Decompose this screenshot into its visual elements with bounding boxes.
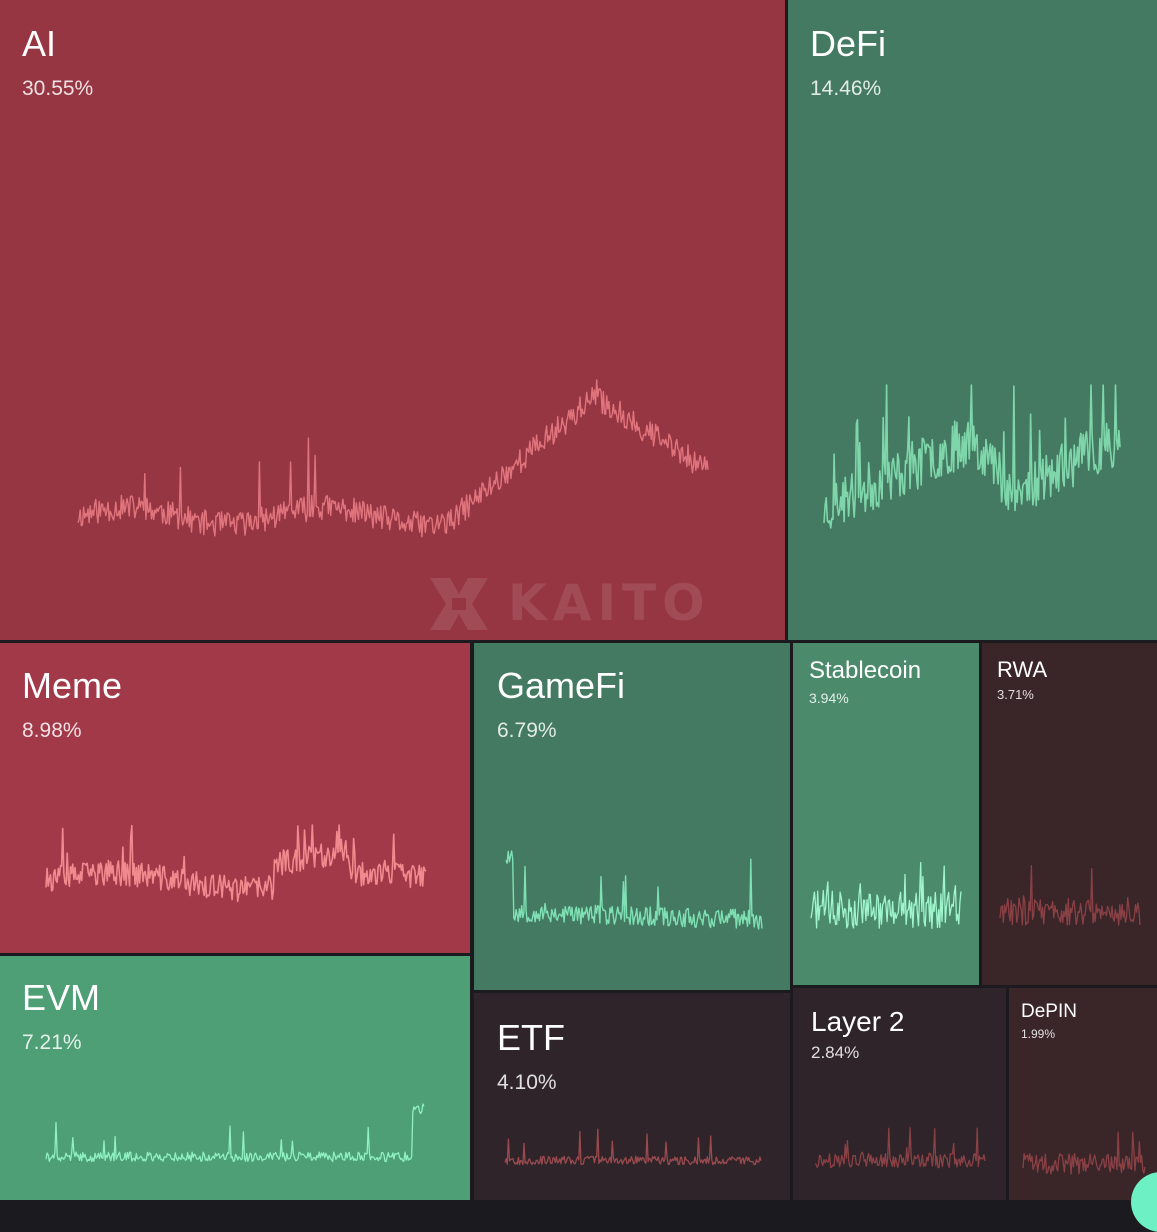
sparkline-meme	[45, 824, 427, 903]
tile-name: DePIN	[1021, 1001, 1077, 1022]
tile-percent: 14.46%	[810, 77, 882, 100]
tile-percent: 30.55%	[22, 77, 94, 100]
tile-percent: 4.10%	[497, 1071, 557, 1094]
sparkline-path	[823, 384, 1121, 529]
tile-name: ETF	[497, 1017, 565, 1058]
tile-percent: 1.99%	[1021, 1027, 1056, 1041]
tile-percent: 3.94%	[809, 690, 849, 706]
tile-percent: 2.84%	[811, 1043, 860, 1062]
tile-percent: 3.71%	[997, 687, 1034, 702]
tile-name: DeFi	[810, 23, 887, 64]
tile-ai[interactable]: AI 30.55%	[0, 0, 785, 640]
sparkline-ai	[77, 379, 709, 538]
tile-gamefi[interactable]: GameFi 6.79%	[474, 643, 790, 990]
sparkline-gamefi	[505, 850, 763, 930]
tile-layer2[interactable]: Layer 2 2.84%	[793, 988, 1006, 1200]
tile-stablecoin[interactable]: Stablecoin 3.94%	[793, 643, 979, 985]
sparkline-path	[814, 1127, 986, 1169]
tile-percent: 7.21%	[22, 1031, 82, 1054]
tile-name: Meme	[22, 665, 123, 706]
tile-defi[interactable]: DeFi 14.46%	[788, 0, 1157, 640]
sparkline-stablecoin	[810, 861, 962, 929]
sparkline-etf	[504, 1128, 762, 1166]
sparkline-path	[999, 865, 1141, 926]
sparkline-path	[505, 850, 763, 930]
sparkline-path	[1022, 1131, 1146, 1175]
kaito-watermark: KAITO	[426, 574, 736, 634]
sparkline-evm	[45, 1103, 425, 1163]
tile-name: Stablecoin	[809, 657, 922, 684]
tile-name: RWA	[997, 657, 1048, 682]
watermark-text: KAITO	[508, 574, 711, 632]
tile-etf[interactable]: ETF 4.10%	[474, 993, 790, 1200]
tile-rwa[interactable]: RWA 3.71%	[982, 643, 1157, 985]
tile-percent: 6.79%	[497, 719, 557, 742]
sparkline-layer2	[814, 1127, 986, 1169]
sparkline-path	[45, 1103, 425, 1163]
tile-depin[interactable]: DePIN 1.99%	[1009, 988, 1157, 1200]
tile-name: AI	[22, 23, 57, 64]
sparkline-path	[810, 861, 962, 929]
sparkline-rwa	[999, 865, 1141, 926]
tile-percent: 8.98%	[22, 719, 82, 742]
sparkline-path	[504, 1128, 762, 1166]
tile-name: EVM	[22, 977, 101, 1018]
tile-evm[interactable]: EVM 7.21%	[0, 956, 470, 1200]
sparkline-defi	[823, 384, 1121, 529]
sparkline-path	[77, 379, 709, 538]
sparkline-depin	[1022, 1131, 1146, 1175]
tile-name: Layer 2	[811, 1006, 905, 1037]
sparkline-path	[45, 824, 427, 903]
tile-meme[interactable]: Meme 8.98%	[0, 643, 470, 953]
kaito-logo-icon	[430, 578, 488, 630]
tile-name: GameFi	[497, 665, 626, 706]
